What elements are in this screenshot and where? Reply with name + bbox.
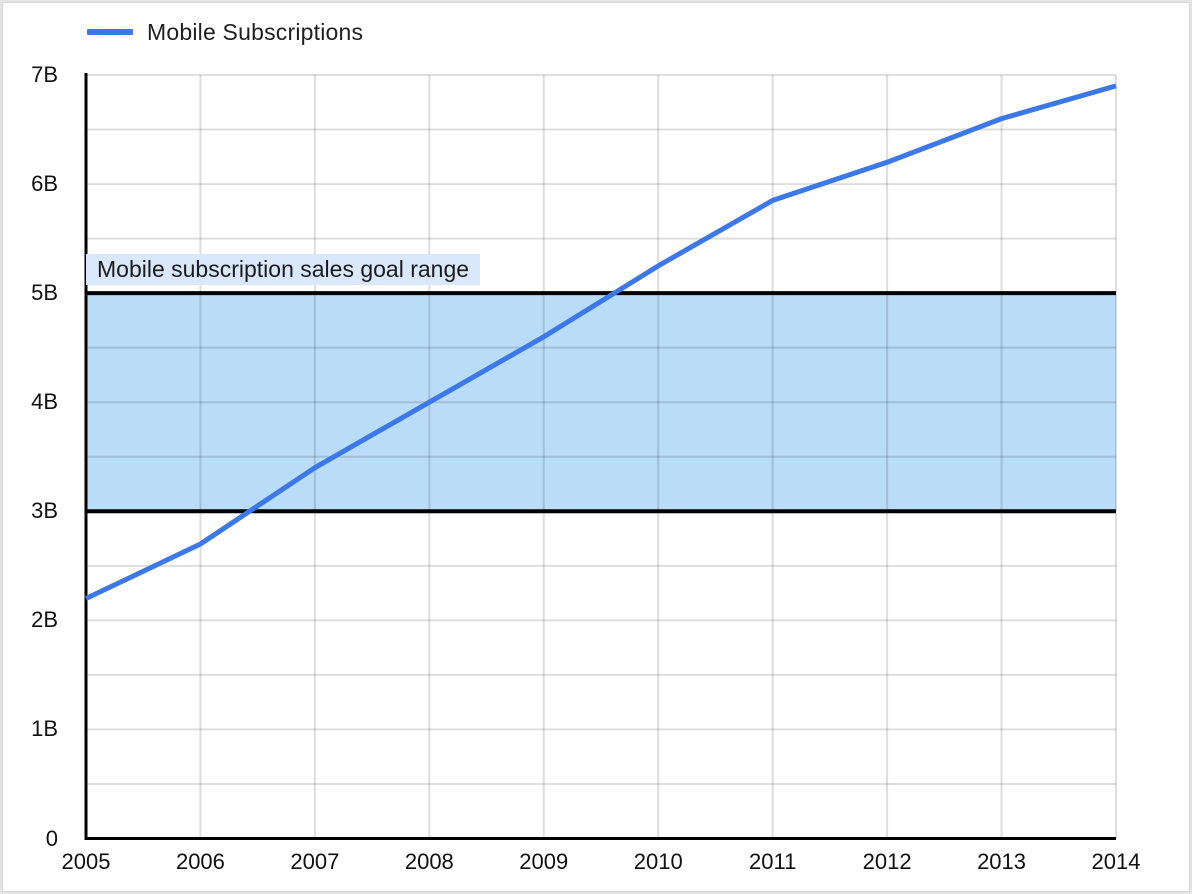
x-tick-label: 2014	[1091, 849, 1141, 874]
mobile-subscriptions-line	[84, 83, 1117, 601]
x-tick-label: 2008	[404, 849, 454, 874]
x-tick-label: 2005	[61, 849, 111, 874]
x-tick-label: 2010	[633, 849, 683, 874]
x-tick-label: 2006	[175, 849, 225, 874]
x-tick-label: 2009	[519, 849, 569, 874]
y-tick-label: 2B	[31, 607, 58, 633]
y-tick-label: 7B	[31, 62, 58, 87]
legend: Mobile Subscriptions	[87, 18, 363, 46]
legend-label: Mobile Subscriptions	[147, 18, 364, 45]
y-tick-label: 1B	[31, 716, 58, 742]
y-tick-label: 5B	[31, 280, 58, 306]
legend-line-swatch	[87, 29, 133, 35]
y-tick-label: 3B	[31, 498, 58, 524]
x-tick-label: 2013	[977, 849, 1027, 874]
x-tick-label: 2007	[290, 849, 340, 874]
y-tick-label: 0	[45, 825, 58, 851]
goal-range-band	[86, 293, 1116, 512]
goal-range-band-label: Mobile subscription sales goal range	[86, 254, 481, 285]
x-tick-label: 2011	[749, 849, 797, 874]
y-tick-label: 6B	[31, 171, 58, 197]
x-tick-label: 2012	[862, 849, 912, 874]
y-tick-label: 4B	[31, 389, 58, 415]
